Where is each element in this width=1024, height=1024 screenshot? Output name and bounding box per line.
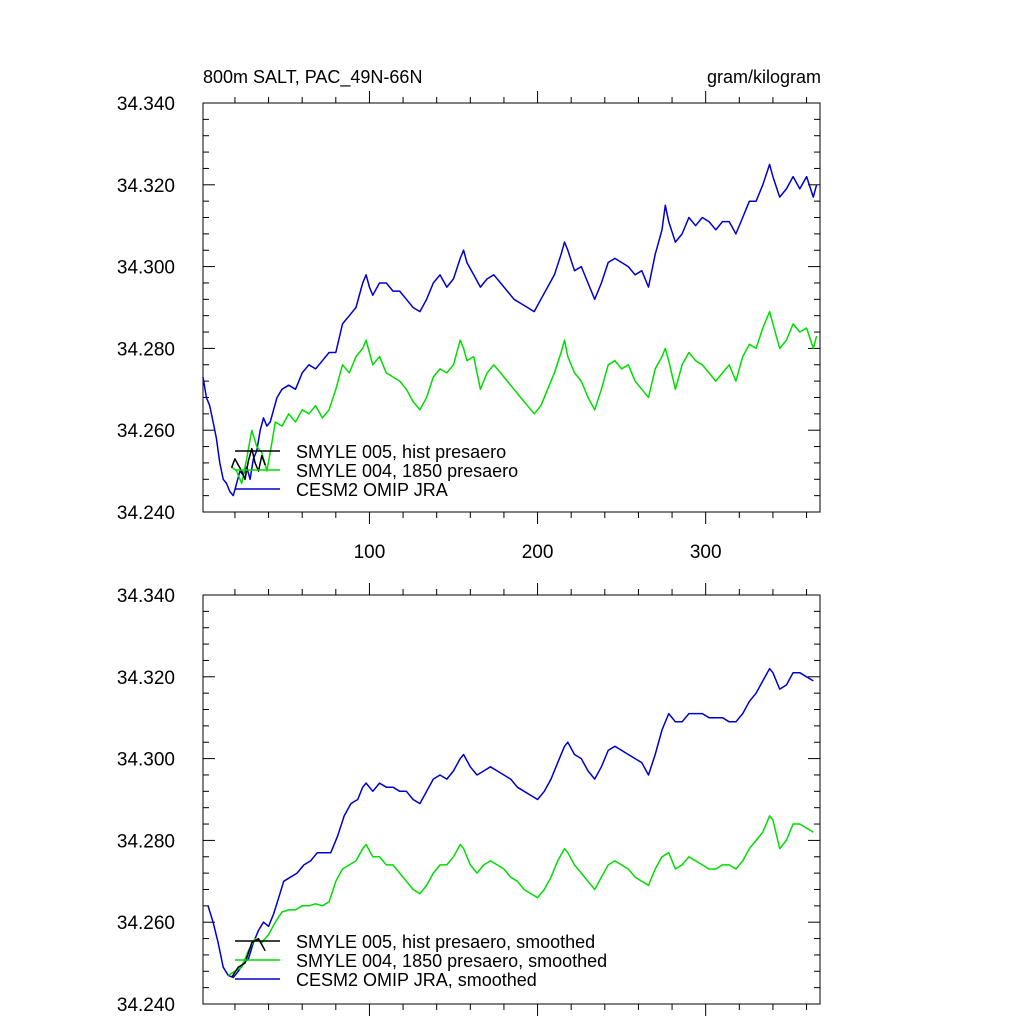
top-panel: 800m SALT, PAC_49N-66N gram/kilogram 34.… (117, 67, 821, 563)
x-tick-label: 300 (690, 542, 722, 563)
plot-frame (202, 102, 821, 513)
y-tick-label: 34.240 (117, 995, 175, 1016)
legend-label-2: SMYLE 004, 1850 presaero (296, 461, 518, 481)
y-tick-label: 34.240 (117, 503, 175, 524)
bottom-panel: 34.240 34.260 34.280 34.300 34.320 34.340 SMYL… (117, 583, 821, 1016)
legend-label-1: SMYLE 005, hist presaero, smoothed (296, 932, 595, 952)
top-panel-units: gram/kilogram (707, 67, 821, 87)
y-tick-label: 34.260 (117, 913, 175, 934)
legend-label-2: SMYLE 004, 1850 presaero, smoothed (296, 951, 607, 971)
series-line-3 (207, 667, 814, 979)
y-tick-label: 34.340 (117, 94, 175, 115)
y-tick-label: 34.280 (117, 339, 175, 360)
series-line-2 (231, 310, 818, 485)
x-tick-label: 200 (522, 542, 554, 563)
y-tick-label: 34.260 (117, 421, 175, 442)
legend-label-3: CESM2 OMIP JRA (296, 480, 448, 500)
y-tick-label: 34.280 (117, 831, 175, 852)
y-tick-label: 34.300 (117, 750, 175, 771)
y-tick-label: 34.300 (117, 258, 175, 279)
legend-label-1: SMYLE 005, hist presaero (296, 442, 506, 462)
y-tick-label: 34.340 (117, 586, 175, 607)
y-tick-label: 34.320 (117, 176, 175, 197)
series-line-1 (230, 447, 266, 481)
y-tick-label: 34.320 (117, 668, 175, 689)
series-line-2 (227, 815, 814, 977)
plot-frame (202, 594, 821, 1005)
legend-label-3: CESM2 OMIP JRA, smoothed (296, 970, 537, 990)
x-tick-label: 100 (354, 542, 386, 563)
top-panel-title: 800m SALT, PAC_49N-66N (203, 67, 422, 88)
series-line-3 (202, 163, 818, 497)
